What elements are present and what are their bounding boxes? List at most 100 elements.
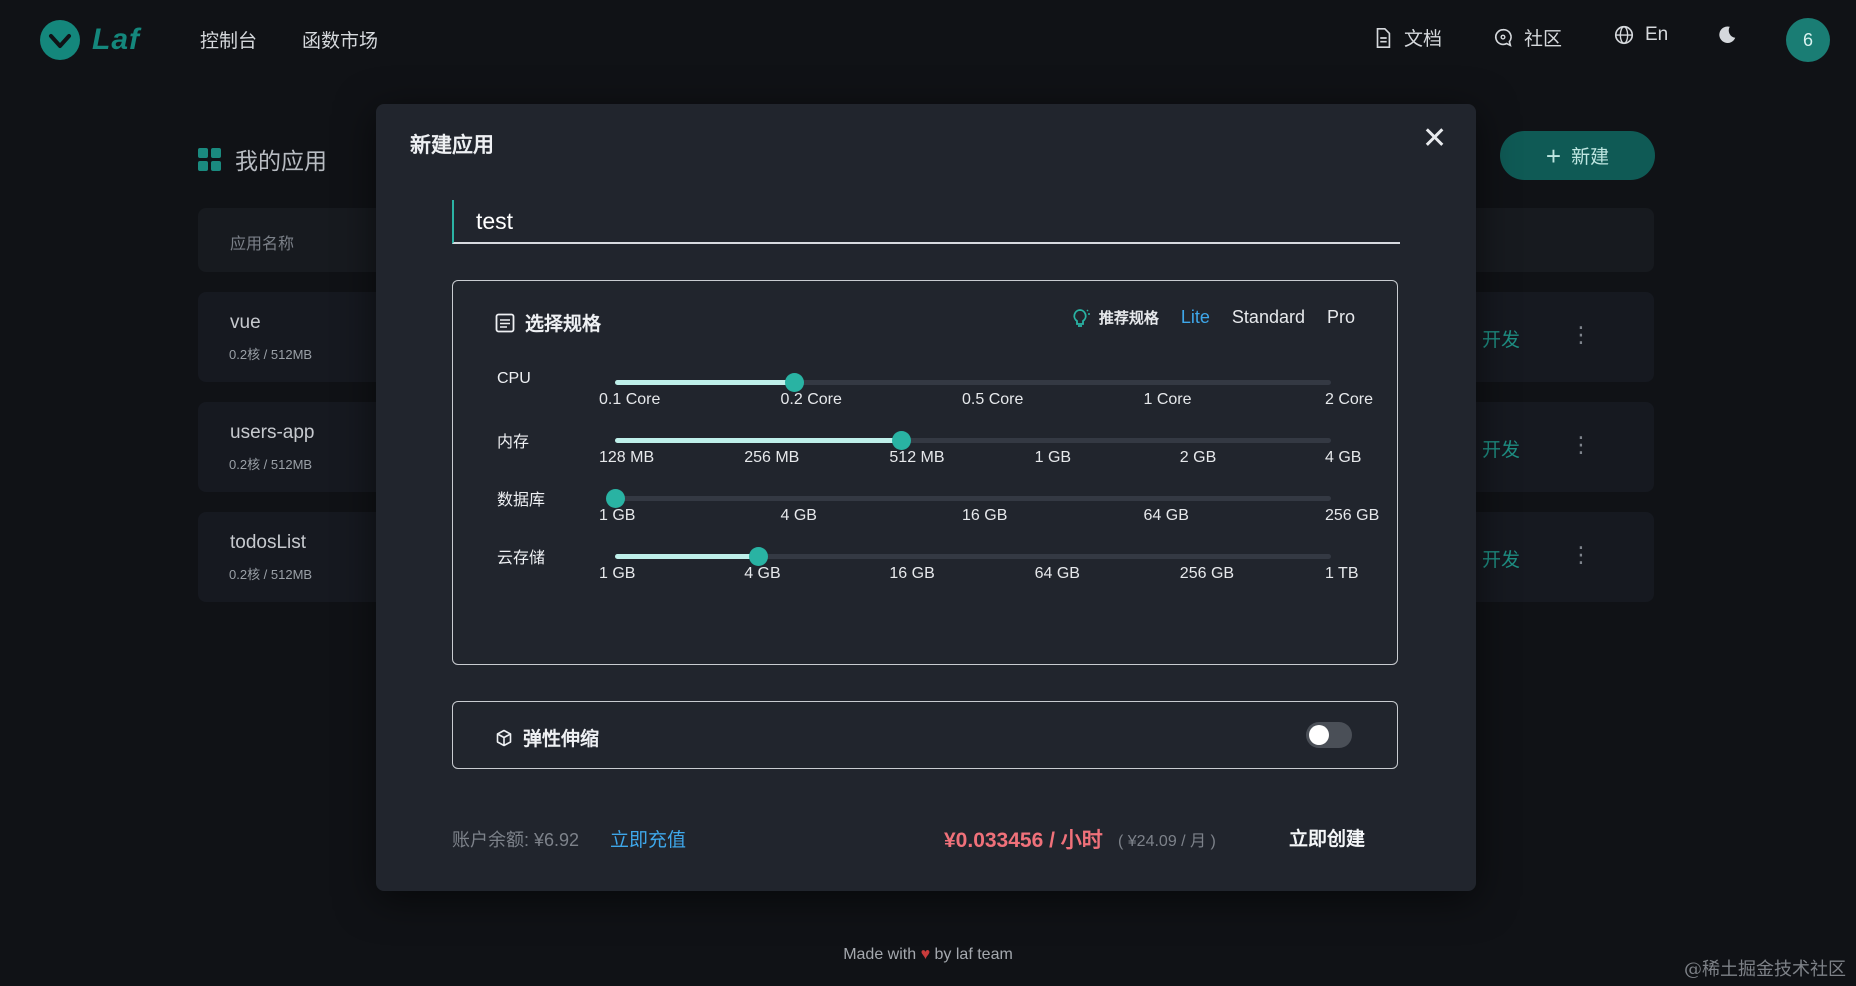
slider-tick-label[interactable]: 64 GB: [1143, 507, 1189, 524]
slider-tick-label[interactable]: 0.2 Core: [780, 391, 842, 408]
globe-icon: [1614, 25, 1634, 45]
slider-label: CPU: [497, 370, 531, 387]
preset-selector: 推荐规格 Lite Standard Pro: [1071, 307, 1355, 328]
slider-tick-label[interactable]: 2 Core: [1325, 391, 1374, 408]
spec-panel: 选择规格 推荐规格 Lite Standard Pro CPU 0.1 Core 0…: [452, 280, 1398, 665]
plus-icon: +: [1545, 140, 1562, 171]
slider-tick-label[interactable]: 0.1 Core: [599, 391, 661, 408]
slider-label: 云存储: [497, 550, 546, 567]
hourly-price: ¥0.033456 / 小时: [944, 829, 1103, 852]
slider-tick-label[interactable]: 1 GB: [599, 507, 636, 524]
slider-tick-label[interactable]: 256 GB: [1179, 565, 1235, 582]
autoscale-label: 弹性伸缩: [523, 729, 600, 750]
slider-tick-label[interactable]: 1 Core: [1143, 391, 1192, 408]
dialog-title: 新建应用: [410, 134, 494, 157]
slider-tick-label[interactable]: 512 MB: [889, 449, 945, 466]
slider-tick-label[interactable]: 256 GB: [1325, 507, 1380, 524]
slider-tick-label[interactable]: 0.5 Core: [962, 391, 1024, 408]
column-app-name: 应用名称: [230, 236, 295, 253]
autoscale-toggle[interactable]: [1306, 722, 1352, 748]
theme-toggle[interactable]: [1716, 24, 1738, 46]
new-app-button[interactable]: + 新建: [1500, 131, 1655, 180]
laf-logo[interactable]: Laf: [40, 20, 140, 60]
slider-thumb[interactable]: [606, 489, 625, 508]
develop-button[interactable]: 开发: [1482, 330, 1521, 351]
slider-tick-label[interactable]: 1 TB: [1325, 565, 1359, 582]
app-spec: 0.2核 / 512MB: [229, 457, 313, 472]
app-name: users-app: [230, 422, 315, 443]
preset-pro[interactable]: Pro: [1326, 307, 1355, 327]
more-options-icon[interactable]: ⋮: [1570, 322, 1592, 347]
slider-track[interactable]: [606, 489, 1331, 508]
slider-fill: [615, 554, 759, 559]
slider-tick-label[interactable]: 1 GB: [599, 565, 636, 582]
slider-tick-label[interactable]: 2 GB: [1179, 449, 1217, 466]
more-options-icon[interactable]: ⋮: [1570, 542, 1592, 567]
slider-tick-label[interactable]: 4 GB: [1325, 449, 1362, 466]
recommend-label: 推荐规格: [1071, 307, 1159, 328]
logo-text: Laf: [92, 23, 140, 56]
slider-tick-label[interactable]: 1 GB: [1034, 449, 1072, 466]
slider-fill: [615, 380, 794, 385]
slider-thumb[interactable]: [749, 547, 769, 566]
slider-track[interactable]: [615, 373, 1331, 392]
slider-tick-label[interactable]: 128 MB: [599, 449, 655, 466]
create-now-button[interactable]: 立即创建: [1289, 829, 1366, 850]
recommend-text: 推荐规格: [1098, 310, 1159, 327]
footer-suffix: by laf team: [934, 946, 1013, 963]
slider-tick-label[interactable]: 16 GB: [889, 565, 935, 582]
develop-button[interactable]: 开发: [1482, 550, 1521, 571]
slider-track[interactable]: [615, 547, 1331, 566]
monthly-price: ( ¥24.09 / 月 ): [1118, 833, 1216, 850]
page-title: 我的应用: [198, 142, 327, 176]
chat-bubble-icon: [1494, 28, 1512, 47]
heart-icon: ♥: [920, 946, 931, 963]
nav-function-market[interactable]: 函数市场: [302, 31, 379, 52]
slider-label: 数据库: [497, 492, 546, 509]
user-avatar[interactable]: 6: [1786, 18, 1830, 62]
slider-tick-label[interactable]: 256 MB: [744, 449, 800, 466]
logo-icon: [40, 20, 80, 60]
nav-console[interactable]: 控制台: [200, 31, 258, 52]
moon-icon: [1719, 26, 1736, 43]
preset-lite[interactable]: Lite: [1180, 307, 1210, 327]
watermark: @稀土掘金技术社区: [1684, 959, 1846, 980]
new-app-label: 新建: [1571, 147, 1610, 168]
slider-tick-label[interactable]: 4 GB: [744, 565, 781, 582]
cube-icon: [496, 729, 512, 746]
slider-track[interactable]: [615, 431, 1331, 450]
nav-docs-label: 文档: [1404, 29, 1443, 50]
slider-thumb[interactable]: [785, 373, 804, 392]
footer-prefix: Made with: [843, 946, 917, 963]
slider-thumb[interactable]: [892, 431, 912, 450]
more-options-icon[interactable]: ⋮: [1570, 432, 1592, 457]
app-name-input[interactable]: [452, 200, 1400, 244]
top-navbar: Laf 控制台 函数市场 文档 社区 En 6: [0, 0, 1856, 80]
nav-community-label: 社区: [1524, 29, 1563, 50]
spec-title: 选择规格: [495, 309, 601, 336]
footer: Made with ♥ by laf team: [0, 946, 1856, 964]
recharge-link[interactable]: 立即充值: [610, 830, 687, 851]
autoscale-title: 弹性伸缩: [495, 724, 599, 751]
app-spec: 0.2核 / 512MB: [229, 567, 313, 582]
app-name: todosList: [230, 532, 307, 553]
app-name: vue: [230, 312, 261, 333]
slider-tick-label[interactable]: 64 GB: [1034, 565, 1080, 582]
page-title-text: 我的应用: [235, 148, 327, 174]
slider-label: 内存: [497, 434, 530, 451]
nav-docs[interactable]: 文档: [1372, 24, 1442, 51]
app-spec: 0.2核 / 512MB: [229, 347, 313, 362]
create-app-dialog: 新建应用 ✕ 选择规格 推荐规格 Lite Standard Pro CPU 0.…: [376, 104, 1476, 891]
slider-fill: [615, 438, 902, 443]
document-icon: [1376, 27, 1391, 48]
language-switch[interactable]: En: [1613, 24, 1668, 46]
slider-tick-label[interactable]: 4 GB: [780, 507, 817, 524]
preset-standard[interactable]: Standard: [1231, 307, 1305, 327]
close-icon[interactable]: ✕: [1422, 122, 1448, 155]
slider-tick-label[interactable]: 16 GB: [962, 507, 1008, 524]
develop-button[interactable]: 开发: [1482, 440, 1521, 461]
apps-grid-icon: [198, 147, 221, 171]
language-label: En: [1645, 24, 1669, 45]
nav-community[interactable]: 社区: [1492, 24, 1562, 51]
lightbulb-icon: [1073, 308, 1090, 327]
